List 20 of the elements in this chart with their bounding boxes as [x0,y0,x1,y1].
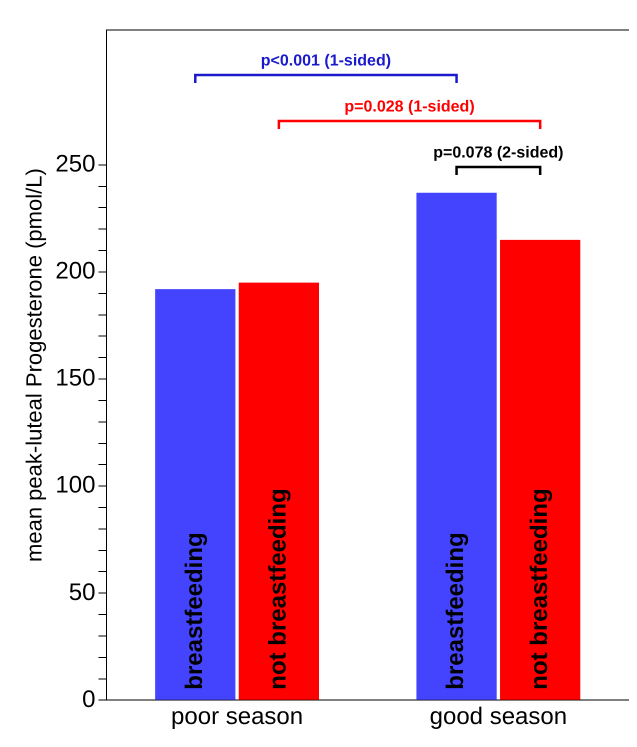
y-tick-label: 150 [55,364,96,392]
y-tick-label: 0 [82,686,96,713]
y-tick-label: 250 [55,150,96,178]
text: breastfeeding [442,532,470,690]
x-tick-label: good season [430,703,568,730]
y-axis-title: mean peak-luteal Progesterone (pmol/L) [21,168,46,562]
y-tick-label: 50 [68,578,96,606]
y-tick-label: 200 [55,258,96,285]
bar [155,289,236,700]
y-tick-label: 100 [55,472,96,499]
bar [238,282,320,700]
text: not breastfeeding [526,488,553,690]
annotation: p=0.078 (2-sided) [433,144,564,162]
series-label: breastfeeding [180,532,208,690]
annotation: p<0.001 (1-sided) [260,52,392,70]
annotation: p=0.028 (1-sided) [344,98,475,116]
bar [416,192,497,700]
x-tick-label: poor season [171,703,304,730]
series-label: not breastfeeding [264,488,292,690]
bar [500,240,580,700]
